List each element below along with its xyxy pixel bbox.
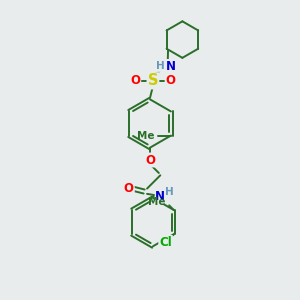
Text: H: H bbox=[165, 188, 174, 197]
Text: Me: Me bbox=[137, 130, 155, 141]
Text: N: N bbox=[166, 60, 176, 73]
Text: O: O bbox=[166, 74, 176, 87]
Text: O: O bbox=[124, 182, 134, 195]
Text: O: O bbox=[130, 74, 140, 87]
Text: Me: Me bbox=[148, 197, 166, 207]
Text: Cl: Cl bbox=[159, 236, 172, 249]
Text: N: N bbox=[155, 190, 165, 203]
Text: H: H bbox=[156, 61, 165, 71]
Text: O: O bbox=[145, 154, 155, 166]
Text: S: S bbox=[148, 73, 158, 88]
